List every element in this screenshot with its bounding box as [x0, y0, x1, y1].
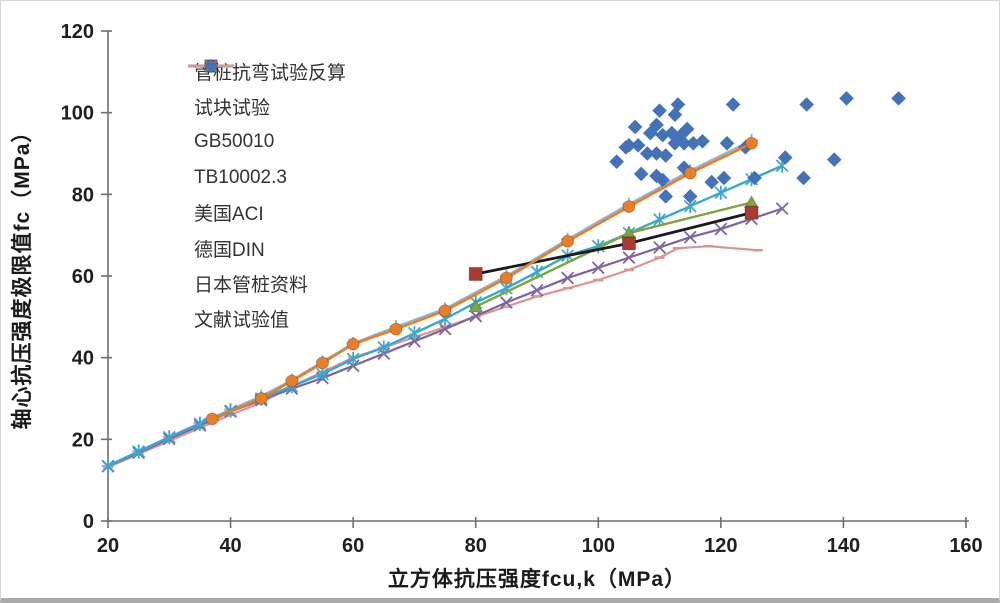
legend-label: TB10002.3 — [194, 166, 287, 188]
x-tick-label: 160 — [949, 535, 982, 557]
y-tick-label: 40 — [72, 348, 94, 370]
x-tick-label: 60 — [342, 535, 364, 557]
legend-item-aci: 美国ACI — [187, 59, 346, 230]
legend-item-tb: TB10002.3 — [187, 59, 346, 195]
x-tick-label: 40 — [219, 535, 241, 557]
x-axis-title: 立方体抗压强度fcu,k（MPa） — [387, 568, 687, 591]
x-tick-label: 80 — [465, 535, 487, 557]
series-literature — [609, 91, 906, 204]
legend-item-cube: 试块试验 — [187, 58, 346, 124]
legend-label: 日本管桩资料 — [194, 274, 309, 296]
y-tick-label: 120 — [61, 21, 94, 43]
legend-swatch-literature — [204, 59, 218, 73]
legend-label: 管桩抗弯试验反算 — [194, 63, 347, 85]
series-cube-line — [474, 201, 753, 308]
legend-label: 美国ACI — [194, 204, 264, 226]
legend-label: GB50010 — [194, 131, 275, 153]
legend-item-japan: 日本管桩资料 — [187, 64, 346, 301]
y-tick-label: 80 — [72, 184, 94, 206]
x-tick-label: 100 — [582, 535, 615, 557]
x-tick-label: 140 — [827, 535, 860, 557]
x-tick-label: 20 — [97, 535, 119, 557]
y-tick-label: 100 — [61, 103, 94, 125]
series-pile-line — [474, 211, 753, 276]
legend-label: 文献试验值 — [194, 310, 290, 332]
series-pile — [468, 205, 759, 281]
series-cube — [468, 195, 760, 313]
legend-label: 德国DIN — [194, 239, 265, 261]
legend: 管桩抗弯试验反算 试块试验 GB50010 TB10002.3 美国ACI 德国DIN 日本… — [187, 54, 346, 336]
y-tick-label: 20 — [72, 429, 94, 451]
legend-label: 试块试验 — [194, 98, 271, 120]
legend-item-din: 德国DIN — [187, 59, 346, 265]
series-aci — [205, 136, 758, 426]
legend-item-literature: 文献试验值 — [187, 59, 346, 336]
legend-item-gb: GB50010 — [187, 59, 346, 160]
y-tick-label: 60 — [72, 266, 94, 288]
x-tick-label: 120 — [704, 535, 737, 557]
y-tick-label: 0 — [83, 511, 94, 533]
